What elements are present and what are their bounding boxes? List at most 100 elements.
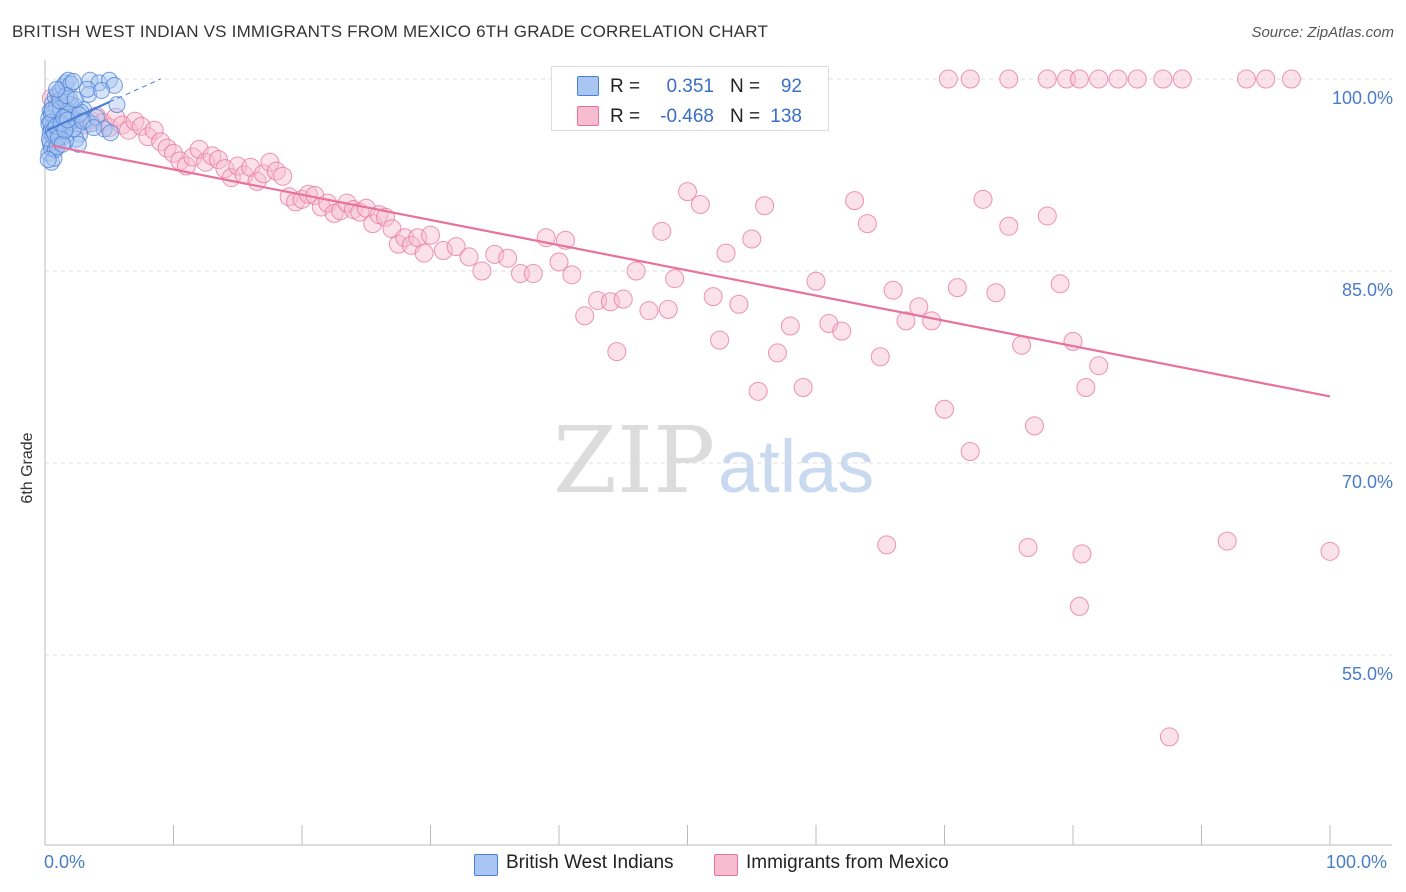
mexico-point bbox=[780, 316, 800, 336]
mexico-point bbox=[1089, 356, 1109, 376]
legend-row-pink: R = -0.468 N = 138 bbox=[552, 101, 828, 131]
legend-swatch-blue bbox=[577, 76, 599, 96]
legend-label: British West Indians bbox=[506, 852, 674, 873]
mexico-point bbox=[1024, 416, 1044, 436]
bwi-point bbox=[105, 76, 123, 94]
x-tick-max: 100.0% bbox=[1326, 852, 1388, 872]
bwi-point bbox=[93, 82, 111, 100]
mexico-point bbox=[999, 216, 1019, 236]
mexico-point bbox=[639, 301, 659, 321]
mexico-point bbox=[1069, 596, 1089, 616]
mexico-point bbox=[922, 311, 942, 331]
mexico-point bbox=[960, 69, 980, 89]
mexico-point bbox=[973, 189, 993, 209]
mexico-point bbox=[909, 297, 929, 317]
source-label: Source: ZipAtlas.com bbox=[1251, 24, 1394, 41]
watermark-zip: ZIP bbox=[553, 407, 715, 514]
mexico-point bbox=[832, 321, 852, 341]
bwi-point bbox=[108, 96, 126, 114]
mexico-point bbox=[446, 237, 466, 257]
bwi-point bbox=[102, 124, 120, 142]
mexico-point bbox=[986, 283, 1006, 303]
mexico-point bbox=[1050, 274, 1070, 294]
mexico-point bbox=[1108, 69, 1128, 89]
y-tick-label: 55.0% bbox=[1342, 664, 1393, 684]
mexico-point bbox=[999, 69, 1019, 89]
mexico-point bbox=[1172, 69, 1192, 89]
mexico-point bbox=[947, 278, 967, 298]
y-tick-label: 70.0% bbox=[1342, 472, 1393, 492]
mexico-point bbox=[658, 299, 678, 319]
mexico-point bbox=[164, 143, 183, 163]
mexico-point bbox=[883, 280, 903, 300]
mexico-point bbox=[1018, 537, 1038, 557]
mexico-point bbox=[459, 247, 479, 267]
bwi-trend-line bbox=[47, 101, 110, 132]
legend-n-value: 138 bbox=[770, 106, 802, 127]
bwi-point bbox=[48, 80, 66, 98]
mexico-point bbox=[1217, 531, 1237, 551]
mexico-point bbox=[845, 191, 865, 211]
bwi-point bbox=[85, 119, 103, 137]
mexico-point bbox=[273, 166, 293, 186]
mexico-point bbox=[1320, 541, 1340, 561]
bwi-point bbox=[78, 80, 96, 98]
mexico-point bbox=[144, 120, 164, 140]
mexico-point bbox=[613, 289, 633, 309]
correlation-legend: R = 0.351 N = 92 R = -0.468 N = 138 bbox=[551, 66, 829, 131]
mexico-point bbox=[938, 69, 958, 89]
bwi-point bbox=[64, 73, 82, 91]
mexico-point bbox=[748, 381, 768, 401]
mexico-point bbox=[1159, 727, 1179, 747]
legend-r-label: R = bbox=[610, 106, 641, 127]
mexico-point bbox=[607, 342, 627, 362]
mexico-point bbox=[1069, 69, 1089, 89]
mexico-point bbox=[472, 261, 492, 281]
mexico-point bbox=[1236, 69, 1256, 89]
mexico-point bbox=[575, 306, 595, 326]
legend-n-label: N = bbox=[730, 106, 761, 127]
watermark-atlas: atlas bbox=[718, 425, 874, 508]
mexico-point bbox=[157, 138, 177, 158]
mexico-point bbox=[183, 147, 203, 167]
mexico-trend-line bbox=[51, 144, 1331, 398]
bwi-point bbox=[39, 151, 57, 169]
mexico-point bbox=[485, 244, 505, 264]
mexico-point bbox=[793, 377, 813, 397]
mexico-point bbox=[1012, 335, 1032, 355]
mexico-point bbox=[131, 116, 151, 136]
mexico-point bbox=[1037, 69, 1057, 89]
mexico-point bbox=[678, 182, 697, 202]
mexico-point bbox=[421, 225, 440, 245]
mexico-point bbox=[626, 261, 646, 281]
legend-r-value: 0.351 bbox=[666, 76, 714, 97]
mexico-point bbox=[1037, 206, 1057, 226]
y-tick-label: 100.0% bbox=[1332, 88, 1393, 108]
mexico-point bbox=[870, 347, 890, 367]
mexico-point bbox=[1281, 69, 1301, 89]
mexico-point bbox=[1076, 377, 1096, 397]
mexico-point bbox=[1153, 69, 1173, 89]
legend-swatch-pink bbox=[577, 106, 599, 126]
mexico-point bbox=[767, 343, 787, 363]
mexico-point bbox=[935, 399, 954, 419]
mexico-point bbox=[562, 265, 582, 285]
y-tick-label: 85.0% bbox=[1342, 280, 1393, 300]
mexico-point bbox=[960, 441, 980, 461]
mexico-point bbox=[498, 248, 518, 268]
legend-r-value: -0.468 bbox=[660, 106, 714, 127]
legend-swatch-blue bbox=[474, 854, 498, 876]
legend-swatch-pink bbox=[714, 854, 738, 876]
mexico-point bbox=[1256, 69, 1276, 89]
mexico-point bbox=[703, 287, 723, 307]
bwi-point bbox=[57, 87, 75, 105]
mexico-point bbox=[710, 330, 730, 350]
mexico-point bbox=[665, 269, 685, 289]
mexico-point bbox=[877, 535, 897, 555]
legend-row-blue: R = 0.351 N = 92 bbox=[552, 71, 828, 101]
mexico-point bbox=[755, 196, 775, 216]
mexico-point bbox=[1127, 69, 1147, 89]
legend-r-label: R = bbox=[610, 76, 641, 97]
mexico-point bbox=[433, 241, 453, 261]
